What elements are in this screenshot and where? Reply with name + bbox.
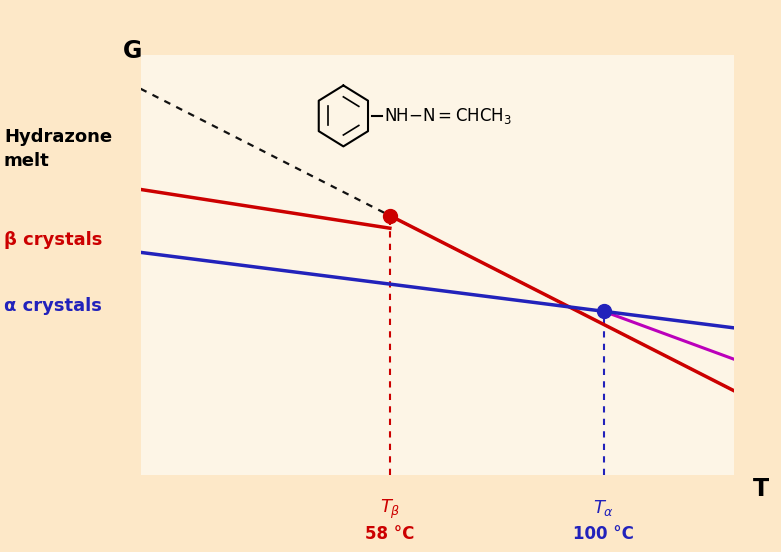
Text: $\mathdefault{NH}$$-$$\mathdefault{N=CHCH_3}$: $\mathdefault{NH}$$-$$\mathdefault{N=CHC… — [384, 106, 512, 126]
Text: β crystals: β crystals — [4, 231, 102, 249]
Text: $T_\beta$: $T_\beta$ — [380, 498, 400, 521]
Text: 100 °C: 100 °C — [573, 525, 634, 543]
Text: α crystals: α crystals — [4, 298, 102, 315]
Text: G: G — [123, 39, 142, 63]
Text: Hydrazone
melt: Hydrazone melt — [4, 128, 112, 170]
Text: $T_\alpha$: $T_\alpha$ — [593, 498, 614, 518]
Text: T: T — [753, 477, 769, 501]
Text: 58 °C: 58 °C — [366, 525, 415, 543]
